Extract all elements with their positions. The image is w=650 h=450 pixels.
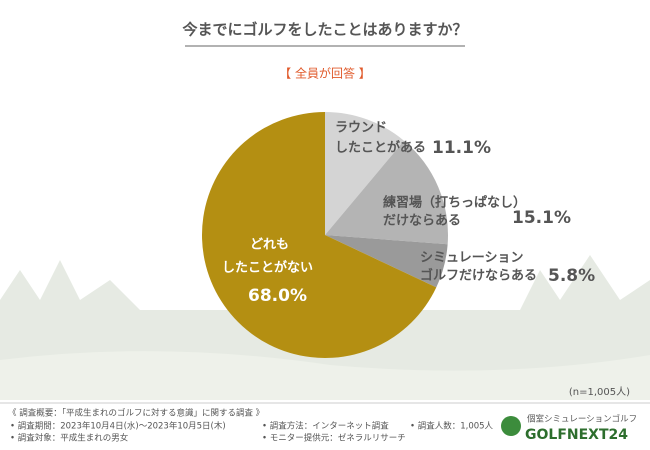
slice-label: どれも xyxy=(250,238,289,253)
footer-item: • 調査対象：平成生まれの男女 xyxy=(10,433,129,444)
value-label: 15.1% xyxy=(512,208,571,228)
title: 今までにゴルフをしたことはありますか？ xyxy=(181,21,467,39)
slice-label: だけならある xyxy=(383,214,461,229)
pie-slice xyxy=(201,111,437,358)
slice-label: 練習場（打ちっぱなし） xyxy=(383,195,526,211)
pie-slice xyxy=(325,140,448,245)
slice-label: ラウンド xyxy=(335,121,387,136)
value-label: 11.1% xyxy=(432,138,491,158)
subtitle: 【 全員が回答 】 xyxy=(279,66,371,81)
sample-note: (n=1,005人) xyxy=(569,386,630,398)
slice-label: ゴルフだけならある xyxy=(420,268,537,284)
pie-slice xyxy=(325,112,404,235)
slice-label: したことがある xyxy=(335,140,426,156)
value-label: 68.0% xyxy=(248,286,307,306)
pie-slice xyxy=(325,235,448,288)
logo-icon xyxy=(501,416,521,436)
footer-item: • 調査期間：2023年10月4日(水)～2023年10月5日(木) xyxy=(10,421,226,432)
slice-label: したことがない xyxy=(222,260,313,276)
footer-bg xyxy=(0,403,650,450)
footer-item: • 調査方法：インターネット調査 xyxy=(262,421,389,432)
logo-sub: 個室シミュレーションゴルフ xyxy=(527,414,637,425)
footer-item: • モニター提供元：ゼネラルリサーチ xyxy=(262,433,406,444)
footer-overview: 《 調査概要：「平成生まれのゴルフに対する意識」に関する調査 》 xyxy=(8,408,264,419)
value-label: 5.8% xyxy=(548,266,595,286)
slice-label: シミュレーション xyxy=(420,251,523,266)
logo: GOLFNEXT24 xyxy=(525,427,628,443)
footer-item: • 調査人数：1,005人 xyxy=(410,421,494,432)
